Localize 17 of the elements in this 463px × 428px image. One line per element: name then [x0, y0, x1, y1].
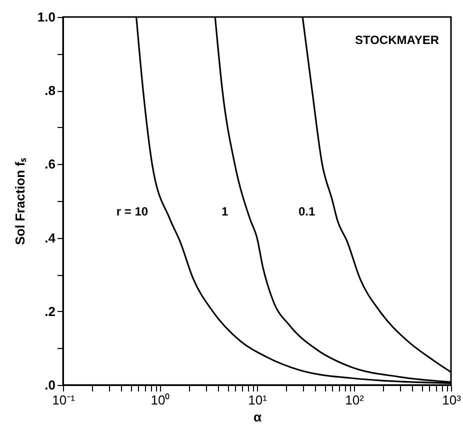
- y-tick-label: .8: [44, 83, 56, 98]
- x-tick-label: 10¹: [248, 392, 268, 408]
- y-tick-label: .2: [44, 304, 56, 319]
- series-label: 1: [221, 204, 228, 218]
- y-axis-title: Sol Fraction fₛ: [12, 158, 28, 246]
- series-label: r = 10: [116, 204, 148, 218]
- series-label: 0.1: [298, 204, 316, 218]
- y-tick-label: .0: [44, 378, 56, 392]
- x-tick-label: 10⁰: [150, 392, 170, 408]
- x-axis-title: α: [254, 410, 262, 424]
- annotation: STOCKMAYER: [354, 33, 440, 47]
- x-tick-label: 10²: [345, 392, 365, 408]
- y-tick-label: 1.0: [37, 10, 56, 24]
- x-tick-label: 10⁻¹: [52, 392, 76, 408]
- y-tick-label: .4: [44, 230, 56, 246]
- x-tick-label: 10³: [442, 392, 462, 408]
- y-tick-label: .6: [44, 156, 56, 172]
